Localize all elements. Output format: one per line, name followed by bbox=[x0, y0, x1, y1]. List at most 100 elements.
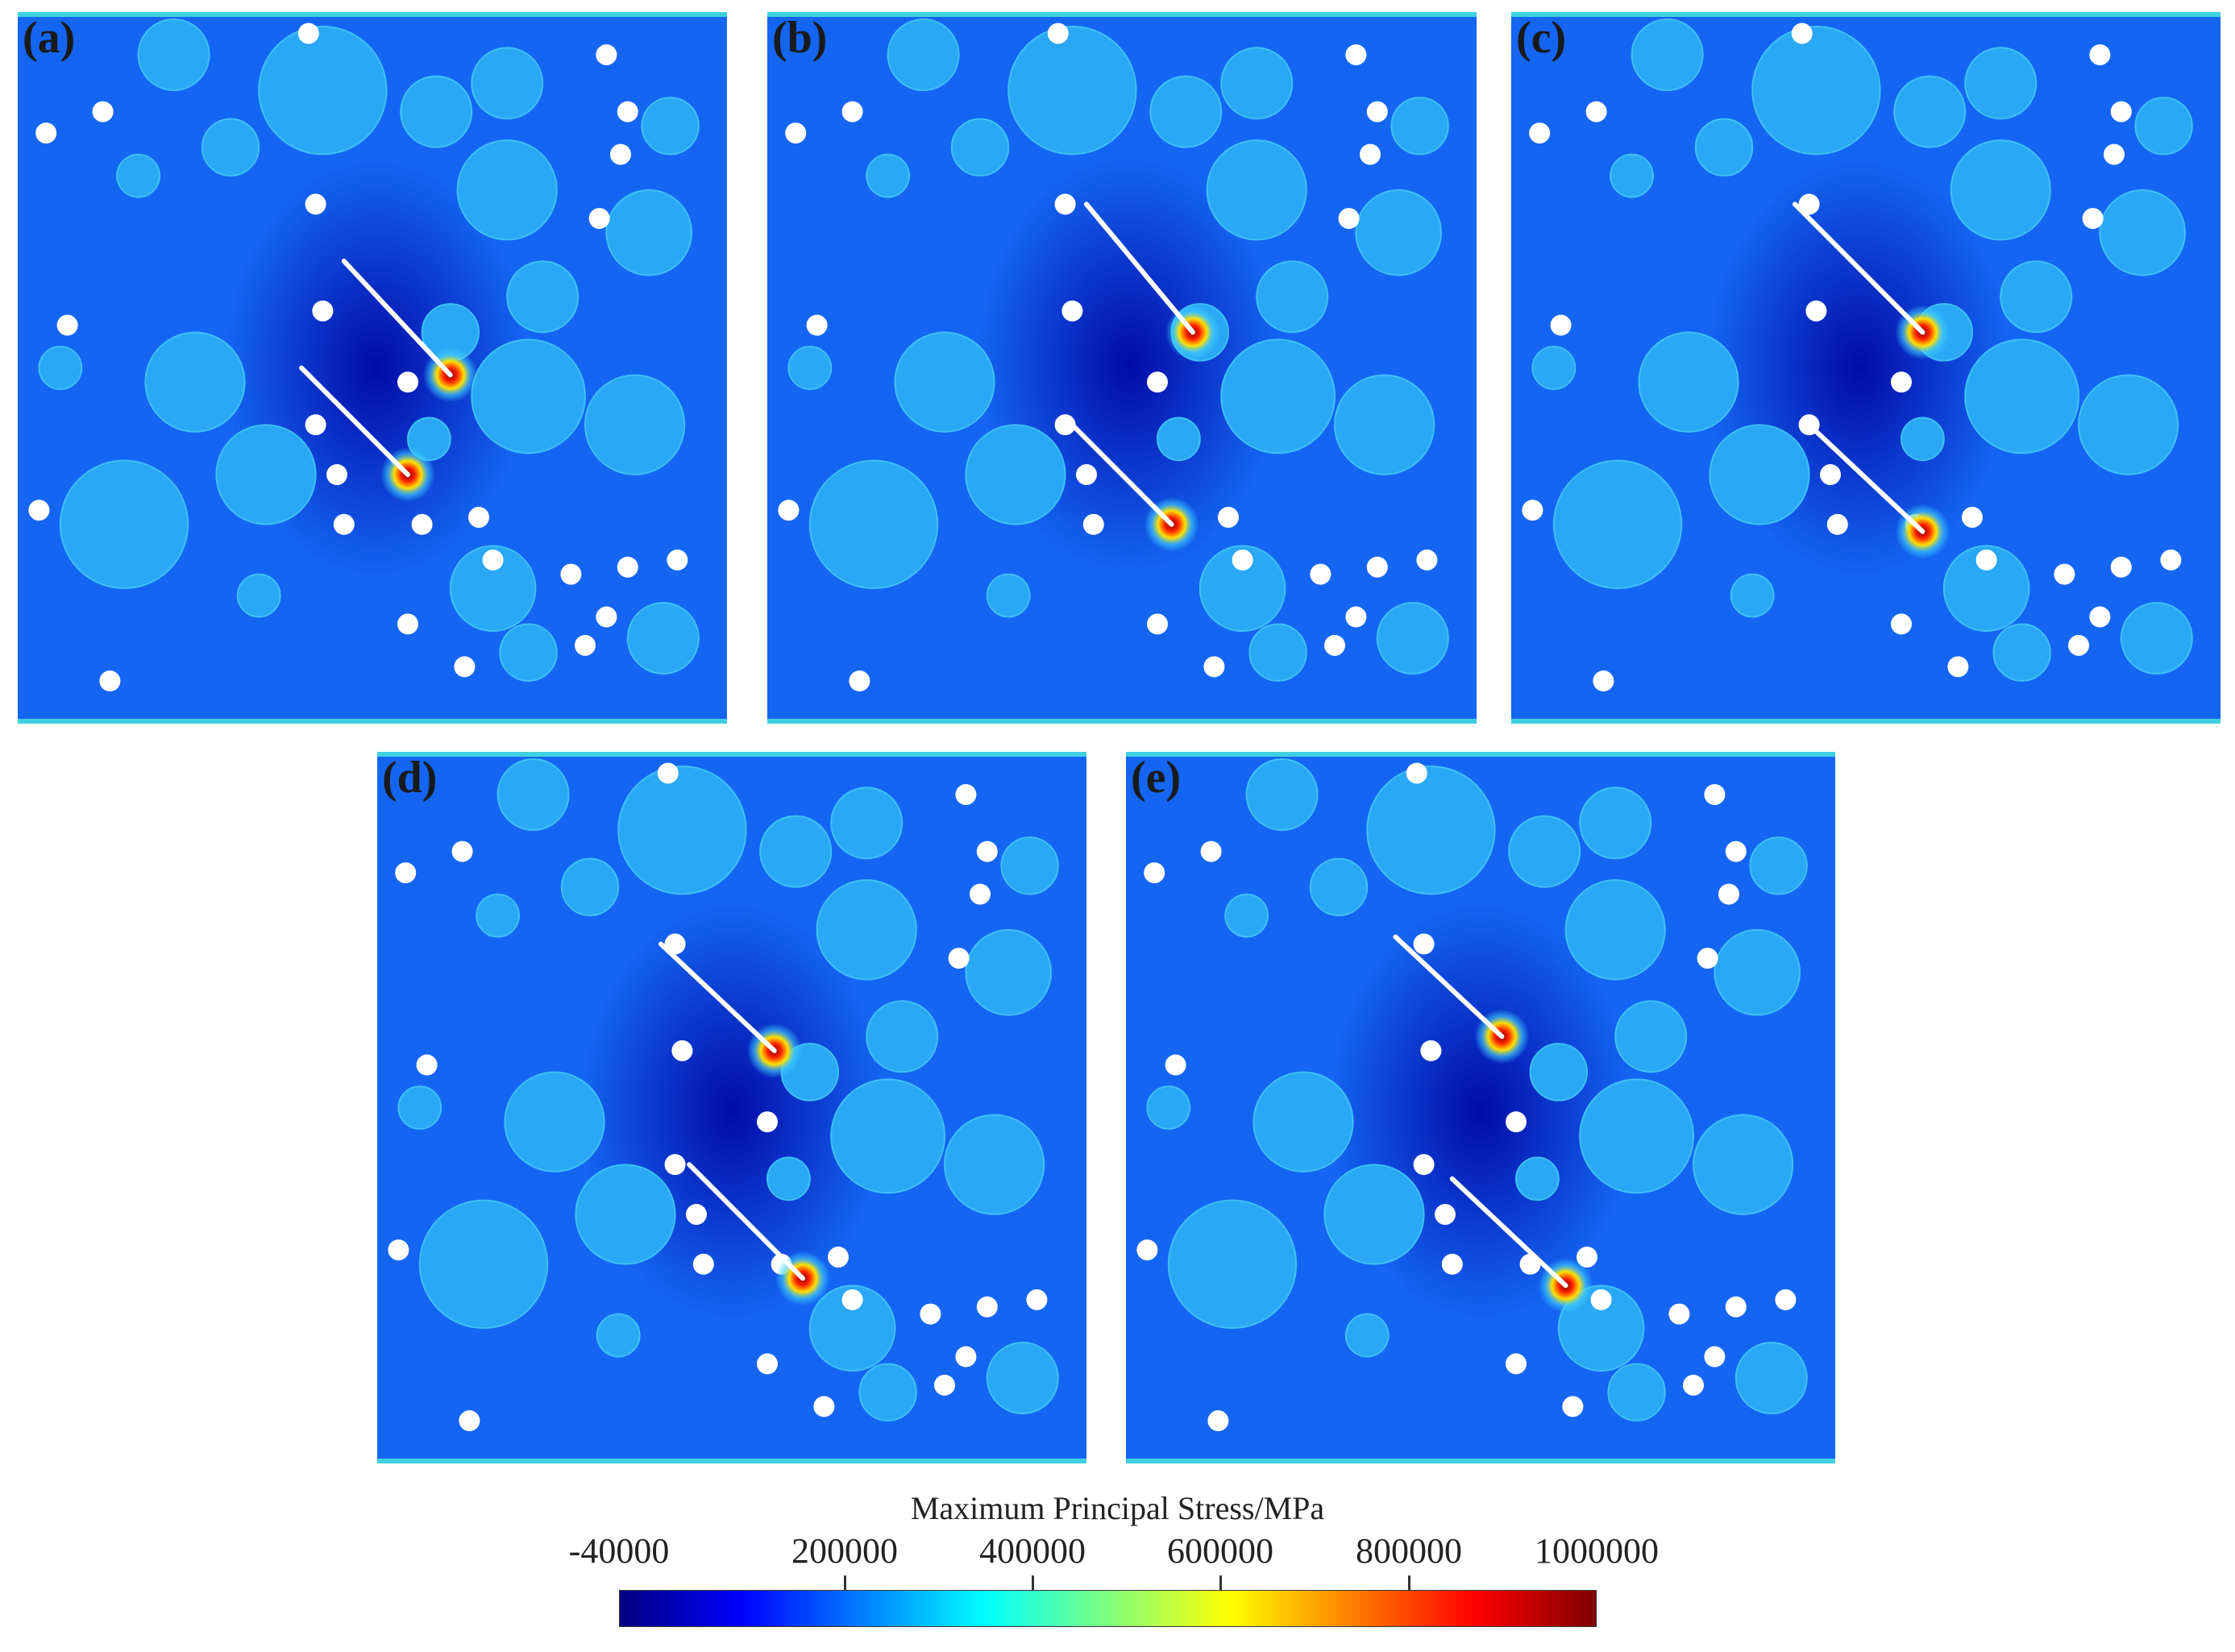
void bbox=[459, 1410, 480, 1432]
void bbox=[333, 513, 355, 535]
bottom-edge bbox=[377, 1459, 1086, 1463]
aggregate bbox=[1714, 928, 1801, 1016]
aggregate bbox=[1508, 815, 1581, 888]
void bbox=[828, 1246, 849, 1268]
aggregate bbox=[1901, 417, 1945, 462]
void bbox=[664, 1154, 686, 1176]
void bbox=[841, 1289, 863, 1310]
aggregate bbox=[830, 787, 904, 860]
crack bbox=[658, 941, 777, 1053]
void bbox=[610, 143, 631, 165]
void bbox=[976, 841, 998, 862]
void bbox=[28, 500, 50, 521]
void bbox=[757, 1111, 778, 1133]
void bbox=[948, 948, 970, 969]
void bbox=[1366, 101, 1388, 122]
aggregate bbox=[965, 928, 1053, 1016]
void bbox=[1550, 314, 1572, 336]
aggregate bbox=[504, 1071, 605, 1173]
aggregate bbox=[236, 573, 281, 618]
stress-field-d bbox=[377, 752, 1086, 1463]
aggregate bbox=[1146, 1085, 1191, 1130]
void bbox=[778, 500, 800, 521]
aggregate bbox=[766, 1156, 811, 1202]
panel-a: (a) bbox=[18, 12, 727, 724]
bottom-edge bbox=[1511, 719, 2220, 724]
bottom-edge bbox=[767, 719, 1477, 724]
colorbar-tick-label: 600000 bbox=[1167, 1531, 1273, 1571]
aggregate bbox=[449, 545, 537, 633]
void bbox=[297, 23, 319, 44]
void bbox=[1310, 563, 1331, 585]
void bbox=[806, 314, 828, 336]
void bbox=[1775, 1289, 1797, 1310]
void bbox=[955, 1346, 977, 1368]
crack bbox=[341, 259, 453, 378]
aggregate bbox=[1893, 75, 1967, 148]
void bbox=[2110, 556, 2132, 578]
void bbox=[1147, 613, 1168, 635]
void bbox=[482, 549, 504, 571]
top-edge bbox=[1126, 752, 1835, 757]
void bbox=[920, 1303, 941, 1325]
void bbox=[2089, 606, 2111, 628]
aggregate bbox=[808, 1285, 896, 1372]
aggregate bbox=[1376, 602, 1449, 675]
panel-b: (b) bbox=[767, 12, 1477, 724]
aggregate bbox=[1256, 260, 1329, 334]
void bbox=[1826, 513, 1848, 535]
void bbox=[397, 613, 418, 635]
void bbox=[1975, 549, 1997, 571]
aggregate bbox=[626, 602, 700, 675]
aggregate bbox=[605, 189, 693, 276]
void bbox=[841, 101, 863, 122]
void bbox=[1791, 23, 1813, 44]
void bbox=[671, 1040, 693, 1061]
panel-d: (d) bbox=[377, 752, 1086, 1463]
top-edge bbox=[18, 12, 727, 17]
void bbox=[1718, 883, 1739, 905]
void bbox=[305, 414, 326, 436]
aggregate bbox=[418, 1199, 549, 1329]
crack bbox=[1449, 1176, 1568, 1289]
void bbox=[56, 314, 78, 336]
void bbox=[99, 670, 121, 692]
aggregate bbox=[944, 1114, 1045, 1215]
aggregate bbox=[575, 1164, 676, 1265]
aggregate bbox=[1552, 459, 1683, 589]
aggregate bbox=[1007, 25, 1137, 156]
void bbox=[1704, 783, 1726, 805]
void bbox=[1147, 371, 1168, 393]
void bbox=[976, 1296, 998, 1318]
void bbox=[1054, 193, 1076, 215]
aggregate bbox=[1167, 1199, 1298, 1329]
stress-field-a bbox=[18, 12, 727, 724]
void bbox=[1947, 656, 1969, 678]
aggregate bbox=[759, 815, 833, 888]
colorbar bbox=[619, 1590, 1597, 1627]
void bbox=[35, 122, 57, 144]
void bbox=[1207, 1410, 1229, 1432]
aggregate bbox=[1950, 139, 2051, 241]
aggregate bbox=[1334, 374, 1435, 475]
void bbox=[1441, 1253, 1463, 1275]
aggregate bbox=[1614, 1000, 1688, 1073]
void bbox=[2068, 634, 2089, 656]
void bbox=[596, 44, 617, 65]
void bbox=[1529, 122, 1551, 144]
crack bbox=[1793, 201, 1926, 335]
aggregate bbox=[1693, 1114, 1794, 1215]
aggregate bbox=[866, 1000, 939, 1073]
aggregate bbox=[1220, 47, 1294, 120]
aggregate bbox=[2099, 189, 2187, 276]
aggregate bbox=[787, 346, 833, 390]
stress-field-e bbox=[1126, 752, 1835, 1463]
aggregate bbox=[1224, 893, 1269, 938]
void bbox=[1891, 371, 1912, 393]
bottom-edge bbox=[1126, 1459, 1835, 1463]
void bbox=[305, 193, 326, 215]
void bbox=[1047, 23, 1069, 44]
void bbox=[1406, 762, 1427, 784]
colorbar-tick-label: -40000 bbox=[568, 1531, 670, 1571]
aggregate bbox=[499, 623, 558, 682]
